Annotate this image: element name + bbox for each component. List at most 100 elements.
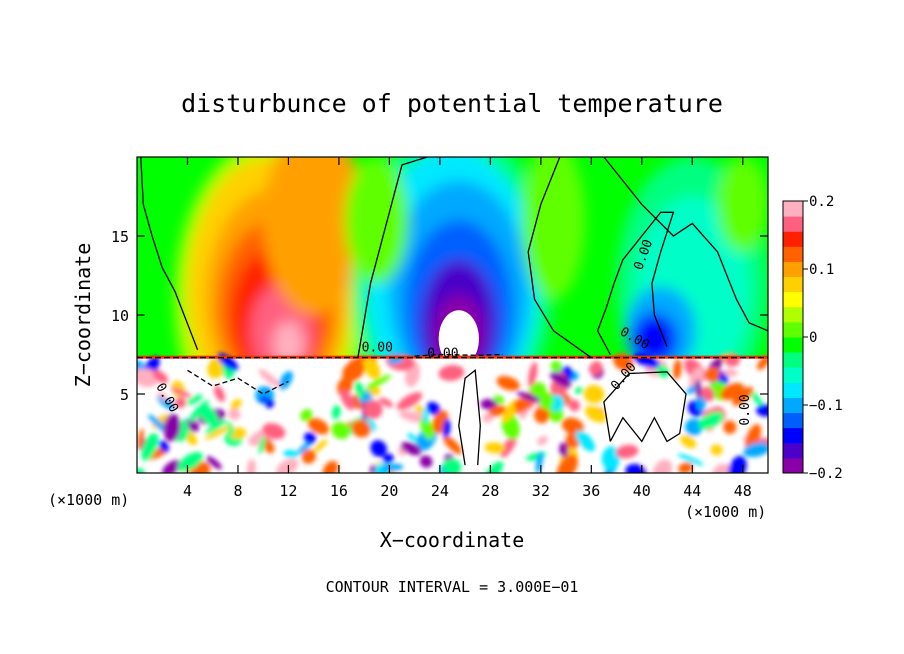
colorbar-swatch bbox=[783, 321, 803, 338]
turbulent-eddy bbox=[550, 360, 562, 373]
turbulent-eddy bbox=[163, 413, 181, 442]
x-tick-label: 16 bbox=[330, 482, 348, 500]
turbulent-eddy bbox=[723, 368, 738, 377]
turbulent-eddy bbox=[265, 398, 275, 409]
turbulent-eddy bbox=[442, 418, 451, 438]
turbulent-eddy bbox=[756, 404, 768, 417]
turbulent-eddy bbox=[152, 370, 168, 384]
turbulent-eddy bbox=[556, 454, 578, 473]
turbulent-eddy bbox=[673, 359, 682, 380]
turbulent-eddy bbox=[230, 399, 242, 410]
turbulent-eddy bbox=[705, 366, 720, 382]
turbulent-eddy bbox=[396, 392, 423, 410]
zero-contour bbox=[596, 211, 675, 355]
turbulent-eddy bbox=[382, 453, 394, 464]
turbulent-eddy bbox=[177, 452, 203, 472]
turbulent-eddy bbox=[695, 379, 702, 399]
turbulent-eddy bbox=[342, 360, 365, 382]
turbulent-eddy bbox=[601, 446, 621, 470]
turbulent-eddy bbox=[745, 423, 762, 451]
turbulent-eddy bbox=[539, 392, 554, 410]
turbulent-eddy bbox=[414, 405, 425, 414]
turbulent-eddy bbox=[496, 375, 520, 391]
turbulent-eddy bbox=[528, 361, 538, 388]
turbulent-eddy bbox=[158, 440, 170, 453]
turbulent-eddy bbox=[313, 439, 328, 452]
colorbar-tick-label: 0.2 bbox=[809, 194, 834, 210]
turbulent-eddy bbox=[225, 421, 234, 436]
turbulent-eddy bbox=[714, 463, 729, 473]
colorbar-swatch bbox=[783, 457, 803, 474]
turbulent-eddy bbox=[561, 417, 584, 435]
colorbar-swatch bbox=[783, 306, 803, 323]
turbulent-eddy bbox=[732, 386, 754, 406]
x-tick-label: 8 bbox=[233, 482, 242, 500]
y-tick-label: 10 bbox=[111, 307, 129, 325]
turbulent-eddy bbox=[351, 419, 371, 438]
turbulent-eddy bbox=[363, 400, 383, 420]
turbulent-eddy bbox=[303, 432, 317, 444]
colorbar-tick-label: −0.2 bbox=[809, 466, 843, 482]
contour-label: 0.00 bbox=[362, 340, 393, 355]
zero-contour bbox=[458, 369, 481, 466]
colorbar-swatch bbox=[783, 352, 803, 368]
colorbar: 0.2 0.1 0 −0.1 −0.2 bbox=[782, 194, 843, 482]
zero-contour bbox=[603, 371, 687, 443]
turbulent-eddy bbox=[419, 455, 433, 468]
colorbar-swatch bbox=[783, 246, 803, 262]
colorbar-swatch bbox=[783, 367, 803, 383]
colorbar-swatch bbox=[783, 276, 803, 293]
turbulent-eddy bbox=[484, 442, 506, 454]
warm-anomaly bbox=[273, 321, 304, 366]
turbulent-eddy bbox=[186, 394, 203, 405]
turbulent-eddy bbox=[337, 376, 353, 396]
turbulent-eddy bbox=[677, 453, 704, 466]
colorbar-swatch bbox=[783, 201, 803, 217]
turbulent-eddy bbox=[480, 398, 498, 410]
zero-contour bbox=[527, 157, 592, 359]
turbulent-eddy bbox=[307, 418, 330, 435]
y-tick-label: 15 bbox=[111, 228, 129, 246]
contour-label: 0.00 bbox=[738, 394, 753, 425]
turbulent-eddy bbox=[442, 458, 462, 473]
turbulent-eddy bbox=[214, 385, 225, 402]
turbulent-eddy bbox=[174, 397, 187, 409]
colorbar-swatch bbox=[783, 412, 803, 429]
turbulent-eddy bbox=[297, 440, 313, 455]
turbulent-eddy bbox=[728, 455, 747, 473]
turbulent-eddy bbox=[400, 441, 422, 456]
turbulent-eddy bbox=[187, 418, 199, 433]
turbulent-eddy bbox=[516, 391, 544, 403]
turbulent-eddy bbox=[568, 399, 580, 412]
upper-field-blobs bbox=[174, 157, 768, 458]
turbulent-eddy bbox=[685, 418, 703, 436]
cold-anomaly bbox=[631, 313, 678, 364]
x-tick-label: 40 bbox=[633, 482, 651, 500]
turbulent-eddy bbox=[514, 398, 528, 411]
turbulent-eddy bbox=[697, 411, 724, 430]
turbulent-eddy bbox=[300, 408, 313, 422]
colorbar-swatch bbox=[783, 397, 803, 414]
colorbar-swatch bbox=[783, 442, 803, 459]
turbulent-eddy bbox=[162, 460, 182, 473]
contour-interval-note: CONTOUR INTERVAL = 3.000E−01 bbox=[326, 578, 579, 596]
plot-area bbox=[137, 157, 768, 473]
turbulent-eddy bbox=[262, 423, 286, 440]
turbulent-eddy bbox=[188, 400, 210, 422]
x-tick-label: 48 bbox=[734, 482, 752, 500]
lower-field bbox=[137, 352, 768, 473]
turbulent-eddy bbox=[276, 458, 299, 473]
turbulent-eddy bbox=[137, 368, 159, 388]
neutral-region bbox=[717, 157, 768, 252]
turbulent-eddy bbox=[743, 442, 768, 458]
turbulent-eddy bbox=[680, 435, 697, 449]
x-tick-label: 20 bbox=[380, 482, 398, 500]
turbulent-eddy bbox=[419, 416, 435, 441]
turbulent-eddy bbox=[141, 432, 159, 461]
turbulent-eddy bbox=[589, 361, 603, 376]
turbulent-eddy bbox=[534, 406, 550, 424]
colorbar-swatch bbox=[783, 337, 803, 353]
x-tick-label: 44 bbox=[683, 482, 701, 500]
turbulent-eddy bbox=[584, 405, 607, 423]
turbulent-eddy bbox=[246, 459, 256, 473]
